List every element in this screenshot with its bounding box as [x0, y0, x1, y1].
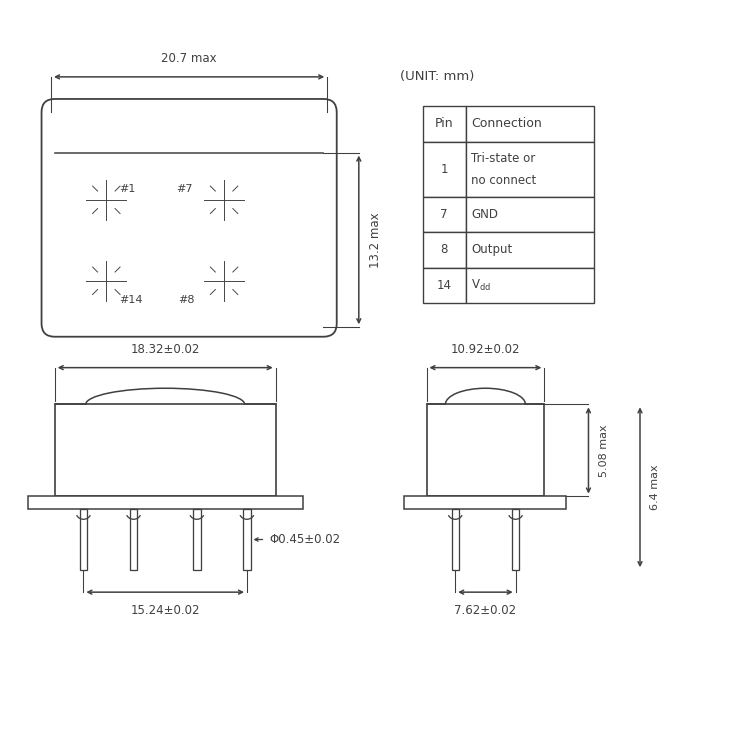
Text: 6.4 max: 6.4 max: [650, 464, 660, 510]
Text: Connection: Connection: [472, 118, 542, 130]
Text: Pin: Pin: [435, 118, 454, 130]
Bar: [423, 196, 466, 232]
Text: V$_\mathrm{dd}$: V$_\mathrm{dd}$: [472, 278, 491, 292]
Bar: [194, 509, 200, 570]
Text: #14: #14: [119, 295, 143, 305]
Bar: [404, 496, 566, 509]
Bar: [427, 404, 544, 496]
Text: 1: 1: [440, 163, 448, 176]
Text: Tri-state or: Tri-state or: [472, 152, 536, 165]
Text: Output: Output: [472, 243, 513, 256]
Text: no connect: no connect: [472, 174, 537, 187]
Bar: [466, 268, 594, 303]
Bar: [80, 509, 87, 570]
Text: 7: 7: [440, 208, 448, 221]
Text: 13.2 max: 13.2 max: [369, 212, 382, 268]
Text: #7: #7: [176, 184, 193, 194]
Text: 10.92±0.02: 10.92±0.02: [451, 343, 520, 355]
Bar: [130, 509, 137, 570]
Bar: [466, 232, 594, 268]
Text: GND: GND: [472, 208, 499, 221]
Bar: [423, 106, 466, 142]
Text: #1: #1: [119, 184, 136, 194]
Text: #8: #8: [178, 295, 195, 305]
Text: 14: 14: [436, 279, 451, 292]
Bar: [243, 509, 250, 570]
Bar: [423, 142, 466, 196]
Text: 20.7 max: 20.7 max: [161, 52, 217, 65]
Text: 15.24±0.02: 15.24±0.02: [130, 604, 200, 617]
Bar: [28, 496, 303, 509]
Text: (UNIT: mm): (UNIT: mm): [400, 70, 475, 83]
Text: 7.62±0.02: 7.62±0.02: [454, 604, 517, 617]
Bar: [452, 509, 459, 570]
Bar: [423, 268, 466, 303]
Bar: [512, 509, 519, 570]
Text: Φ0.45±0.02: Φ0.45±0.02: [269, 533, 340, 546]
Bar: [55, 404, 276, 496]
Bar: [466, 106, 594, 142]
Bar: [466, 142, 594, 196]
Bar: [423, 232, 466, 268]
Text: 5.08 max: 5.08 max: [598, 424, 609, 477]
Text: 18.32±0.02: 18.32±0.02: [130, 343, 200, 355]
FancyBboxPatch shape: [41, 99, 337, 337]
Text: 8: 8: [440, 243, 448, 256]
Bar: [466, 196, 594, 232]
